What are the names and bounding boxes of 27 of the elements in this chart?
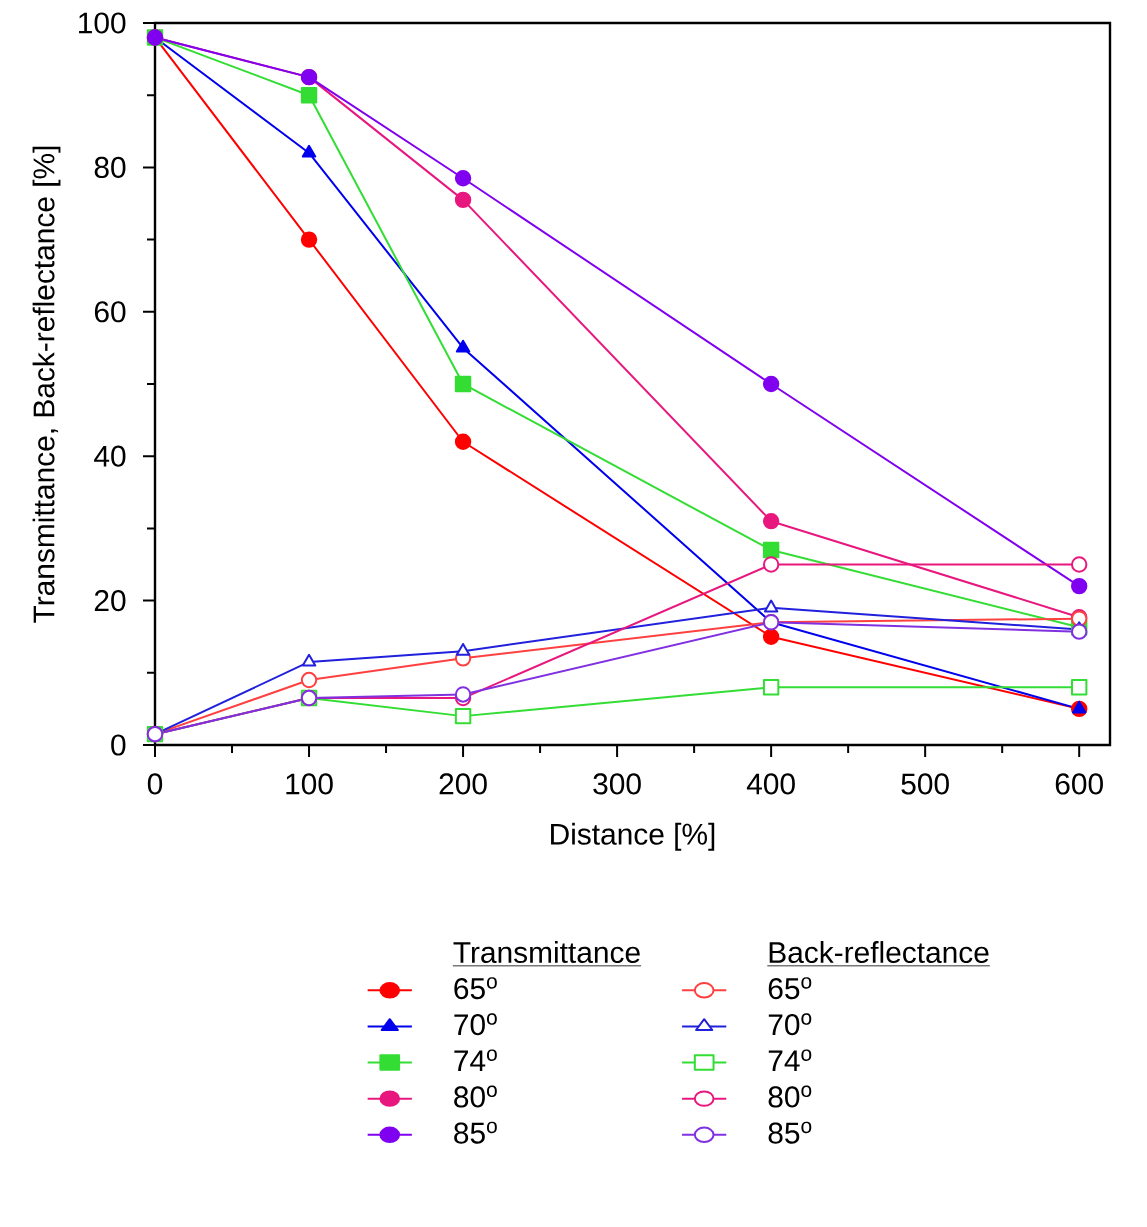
x-tick-label: 300 <box>593 773 641 795</box>
y-tick-label: 0 <box>111 734 126 756</box>
x-tick-label: 100 <box>286 773 333 795</box>
legend-label: 74$^{o}$ <box>454 1049 497 1072</box>
x-axis-title: Distance [%] <box>551 822 715 851</box>
x-tick-label: 0 <box>147 773 163 795</box>
legend-label: 70$^{o}$ <box>454 1013 497 1036</box>
y-tick-label: 20 <box>94 590 126 612</box>
x-tick-label: 600 <box>1055 773 1103 795</box>
y-tick-label: 40 <box>94 445 126 467</box>
y-tick-label: 100 <box>79 12 126 34</box>
legend-label: 70$^{o}$ <box>768 1013 812 1036</box>
y-axis-title: Transmittance, Back-reflectance [%] <box>32 146 61 623</box>
legend-label: 80$^{o}$ <box>454 1085 497 1108</box>
y-tick-label: 60 <box>94 301 126 323</box>
text: Transmittance <box>453 941 640 964</box>
legend-label: 80$^{o}$ <box>768 1085 812 1108</box>
legend-label: 85$^{o}$ <box>768 1121 812 1144</box>
text: Back-reflectance <box>769 941 989 964</box>
legend-label: 85$^{o}$ <box>454 1121 497 1144</box>
legend-label: 65$^{o}$ <box>454 977 497 1000</box>
legend-label: 65$^{o}$ <box>768 977 812 1000</box>
x-tick-label: 400 <box>746 773 795 795</box>
x-tick-label: 500 <box>901 773 949 795</box>
x-tick-label: 200 <box>439 773 487 795</box>
y-tick-label: 80 <box>94 156 126 178</box>
legend-label: 74$^{o}$ <box>768 1049 812 1072</box>
